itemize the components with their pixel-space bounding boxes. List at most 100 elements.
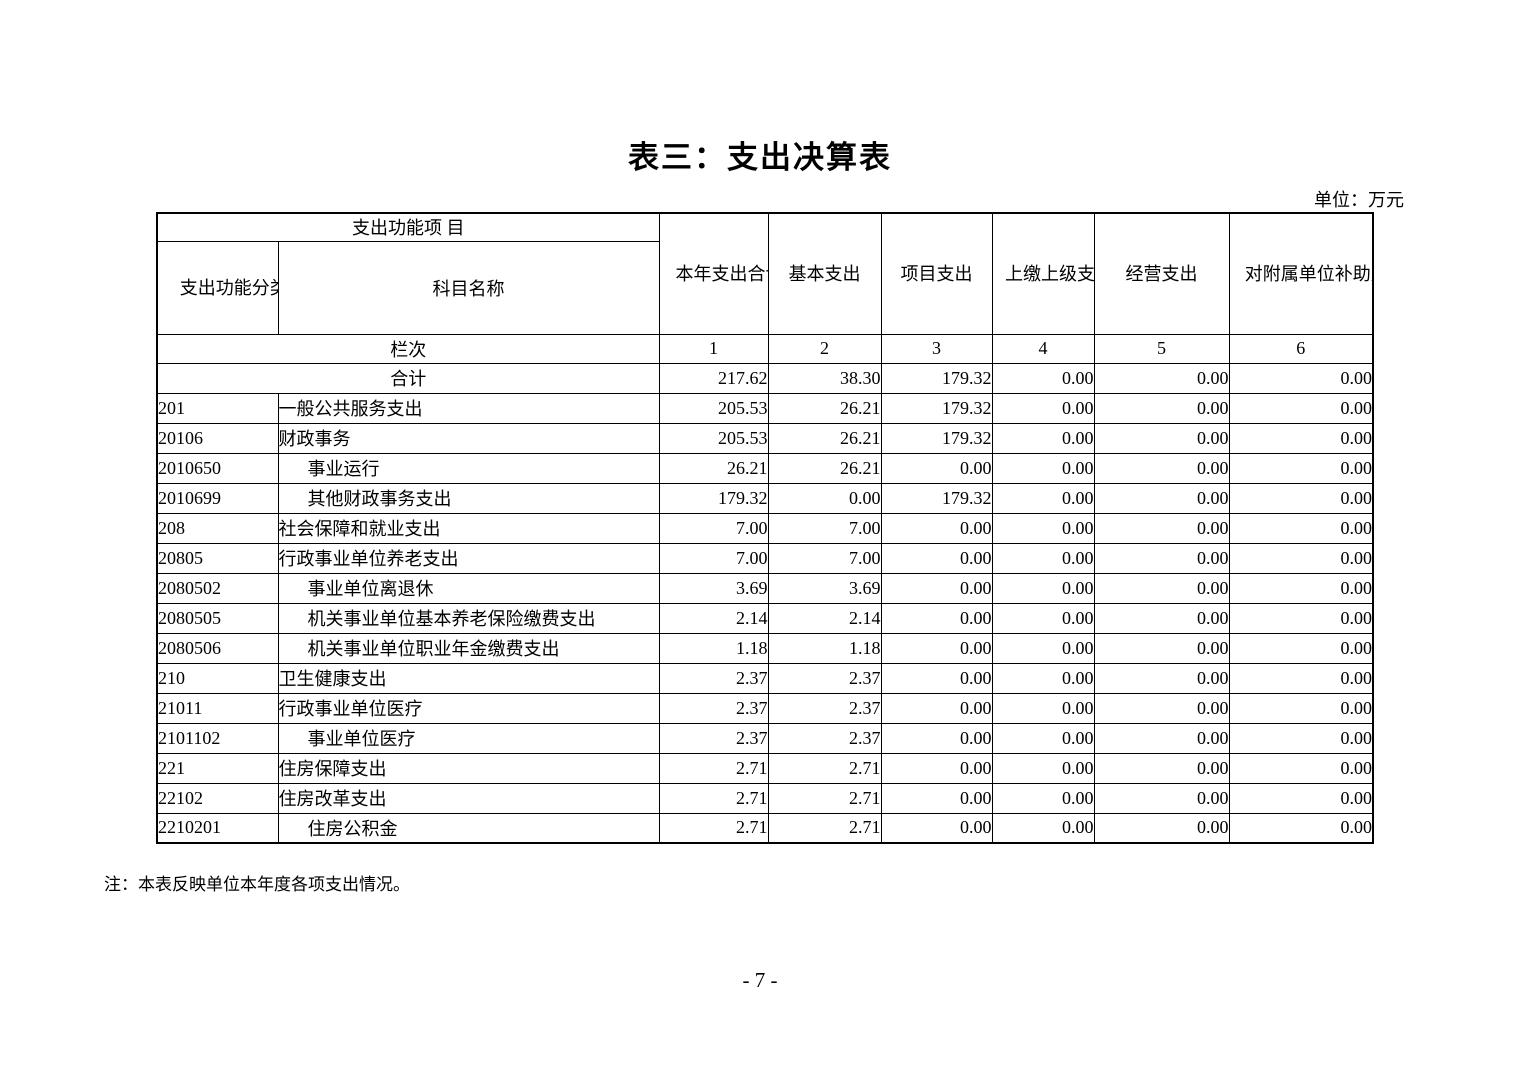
row-value: 0.00 — [1228, 572, 1374, 604]
row-value: 205.53 — [658, 422, 769, 454]
row-value: 0.00 — [991, 662, 1095, 694]
total-value: 217.62 — [658, 362, 769, 394]
row-value: 0.00 — [991, 722, 1095, 754]
row-value: 2.71 — [767, 752, 882, 784]
row-value: 2.37 — [658, 722, 769, 754]
row-value: 26.21 — [767, 422, 882, 454]
table-row: 2101102 事业单位医疗 2.37 2.37 0.00 0.00 0.00 … — [156, 722, 1374, 754]
header-col-total-this-year: 本年支出合计 — [658, 212, 769, 335]
table-row: 20805 行政事业单位养老支出 7.00 7.00 0.00 0.00 0.0… — [156, 542, 1374, 574]
row-value: 0.00 — [1228, 452, 1374, 484]
row-value: 0.00 — [1093, 782, 1230, 814]
row-value: 2.37 — [658, 692, 769, 724]
row-value: 0.00 — [880, 572, 993, 604]
row-value: 0.00 — [1228, 422, 1374, 454]
row-value: 26.21 — [658, 452, 769, 484]
row-code: 21011 — [156, 692, 279, 724]
expenditure-table: 支出功能项 目 本年支出合计 基本支出 项目支出 上缴上级支出 经营支出 对附属… — [156, 212, 1374, 844]
row-value: 179.32 — [880, 482, 993, 514]
note: 注：本表反映单位本年度各项支出情况。 — [104, 875, 410, 894]
row-value: 0.00 — [1228, 542, 1374, 574]
row-value: 179.32 — [658, 482, 769, 514]
row-value: 0.00 — [880, 542, 993, 574]
total-value: 0.00 — [1093, 362, 1230, 394]
row-value: 0.00 — [1093, 602, 1230, 634]
row-value: 0.00 — [1228, 812, 1374, 844]
row-value: 0.00 — [1228, 512, 1374, 544]
row-value: 2.71 — [658, 812, 769, 844]
table-row: 2010650 事业运行 26.21 26.21 0.00 0.00 0.00 … — [156, 452, 1374, 484]
table-row: 2080502 事业单位离退休 3.69 3.69 0.00 0.00 0.00… — [156, 572, 1374, 604]
row-value: 0.00 — [991, 482, 1095, 514]
total-label: 合计 — [156, 362, 660, 394]
row-value: 0.00 — [767, 482, 882, 514]
header-col-basic: 基本支出 — [767, 212, 882, 335]
row-code: 22102 — [156, 782, 279, 814]
row-value: 0.00 — [1093, 812, 1230, 844]
row-value: 0.00 — [1093, 632, 1230, 664]
total-value: 0.00 — [991, 362, 1095, 394]
header-sub-row: 支出功能分类科目编码 科目名称 — [156, 240, 1373, 335]
row-value: 2.37 — [767, 662, 882, 694]
column-index-row: 栏次 1 2 3 4 5 6 — [156, 333, 1374, 364]
row-value: 0.00 — [1093, 722, 1230, 754]
lanci-label: 栏次 — [156, 333, 660, 364]
row-value: 0.00 — [991, 752, 1095, 784]
row-value: 0.00 — [880, 662, 993, 694]
row-value: 2.14 — [658, 602, 769, 634]
row-value: 26.21 — [767, 452, 882, 484]
header-name-column: 科目名称 — [277, 240, 660, 335]
row-value: 0.00 — [1093, 752, 1230, 784]
table-row: 210 卫生健康支出 2.37 2.37 0.00 0.00 0.00 0.00 — [156, 662, 1374, 694]
row-value: 0.00 — [1093, 572, 1230, 604]
row-value: 0.00 — [991, 452, 1095, 484]
row-value: 3.69 — [658, 572, 769, 604]
row-value: 0.00 — [1228, 722, 1374, 754]
row-value: 7.00 — [767, 542, 882, 574]
row-value: 0.00 — [880, 512, 993, 544]
row-value: 0.00 — [1093, 662, 1230, 694]
row-value: 1.18 — [767, 632, 882, 664]
row-value: 0.00 — [1228, 752, 1374, 784]
row-code: 2210201 — [156, 812, 279, 844]
row-value: 26.21 — [767, 392, 882, 424]
column-number: 3 — [880, 333, 993, 364]
header-function-group: 支出功能项 目 — [156, 212, 660, 242]
row-value: 0.00 — [1228, 602, 1374, 634]
row-code: 210 — [156, 662, 279, 694]
row-name: 住房公积金 — [277, 812, 660, 844]
row-value: 0.00 — [1093, 392, 1230, 424]
row-value: 179.32 — [880, 392, 993, 424]
table-row: 2010699 其他财政事务支出 179.32 0.00 179.32 0.00… — [156, 482, 1374, 514]
row-value: 7.00 — [767, 512, 882, 544]
row-value: 0.00 — [991, 692, 1095, 724]
table-row: 2210201 住房公积金 2.71 2.71 0.00 0.00 0.00 0… — [156, 812, 1374, 844]
row-value: 0.00 — [991, 572, 1095, 604]
row-code: 2080502 — [156, 572, 279, 604]
row-name: 卫生健康支出 — [277, 662, 660, 694]
table-row: 21011 行政事业单位医疗 2.37 2.37 0.00 0.00 0.00 … — [156, 692, 1374, 724]
row-value: 0.00 — [991, 602, 1095, 634]
row-code: 2010699 — [156, 482, 279, 514]
row-value: 0.00 — [1093, 692, 1230, 724]
row-value: 0.00 — [991, 632, 1095, 664]
row-name: 财政事务 — [277, 422, 660, 454]
row-value: 0.00 — [991, 512, 1095, 544]
row-value: 1.18 — [658, 632, 769, 664]
row-value: 0.00 — [880, 782, 993, 814]
header-group-row: 支出功能项 目 本年支出合计 基本支出 项目支出 上缴上级支出 经营支出 对附属… — [156, 212, 1374, 335]
row-value: 0.00 — [991, 812, 1095, 844]
row-value: 0.00 — [1228, 482, 1374, 514]
column-number: 5 — [1093, 333, 1230, 364]
column-number: 6 — [1228, 333, 1374, 364]
row-name: 其他财政事务支出 — [277, 482, 660, 514]
row-name: 机关事业单位基本养老保险缴费支出 — [277, 602, 660, 634]
row-code: 208 — [156, 512, 279, 544]
row-value: 0.00 — [1093, 542, 1230, 574]
table-row: 2080505 机关事业单位基本养老保险缴费支出 2.14 2.14 0.00 … — [156, 602, 1374, 634]
row-value: 2.71 — [767, 812, 882, 844]
row-value: 0.00 — [1228, 692, 1374, 724]
row-code: 2101102 — [156, 722, 279, 754]
row-name: 社会保障和就业支出 — [277, 512, 660, 544]
row-code: 20805 — [156, 542, 279, 574]
